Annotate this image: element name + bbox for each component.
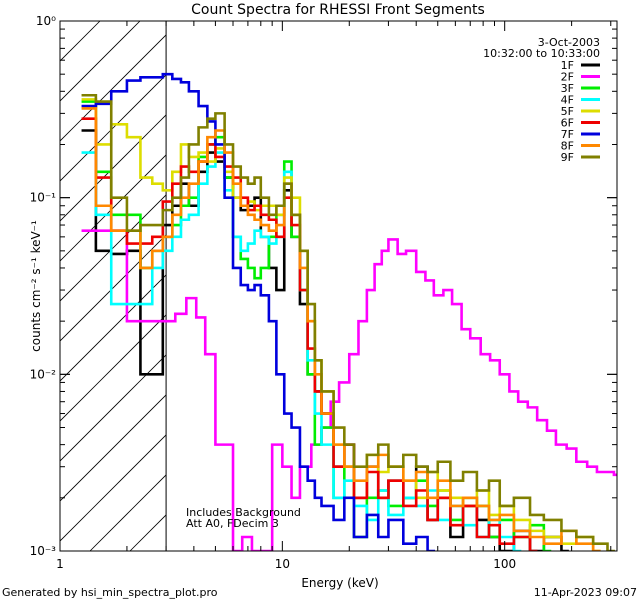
series-line-7F <box>81 72 436 551</box>
annotation-background: Includes Background <box>186 506 301 519</box>
footer-timestamp: 11-Apr-2023 09:07 <box>534 586 637 599</box>
legend-label-7F: 7F <box>561 128 574 141</box>
legend-label-8F: 8F <box>561 140 574 153</box>
legend-label-6F: 6F <box>561 117 574 130</box>
legend-label-9F: 9F <box>561 151 574 164</box>
hatch-line <box>60 74 167 182</box>
footer-generated-by: Generated by hsi_min_spectra_plot.pro <box>2 586 218 599</box>
hatch-line <box>60 194 167 302</box>
legend-label-3F: 3F <box>561 82 574 95</box>
x-tick-label: 100 <box>493 557 516 571</box>
hatch-line <box>60 394 167 502</box>
x-axis: 1 10 100 <box>56 21 612 571</box>
x-tick-label: 1 <box>56 557 64 571</box>
annotation-attenuator: Att A0, FDecim 3 <box>186 517 279 530</box>
hatch-line <box>60 274 167 382</box>
y-tick-label: 10⁰ <box>36 14 56 28</box>
hatch-line <box>60 314 167 422</box>
series-line-9F <box>81 93 615 551</box>
hatch-line <box>60 21 141 102</box>
y-tick-label: 10⁻³ <box>30 544 57 558</box>
legend: 3-Oct-2003 10:32:00 to 10:33:00 1F2F3F4F… <box>483 36 600 164</box>
x-axis-label: Energy (keV) <box>301 576 378 590</box>
hatch-line <box>60 434 167 542</box>
legend-label-5F: 5F <box>561 105 574 118</box>
series-layer <box>81 72 617 551</box>
legend-date: 3-Oct-2003 <box>538 36 600 49</box>
y-tick-label: 10⁻² <box>30 367 57 381</box>
legend-label-2F: 2F <box>561 71 574 84</box>
plot-frame <box>59 20 618 552</box>
legend-time-range: 10:32:00 to 10:33:00 <box>483 47 600 60</box>
y-axis: 10⁰ 10⁻¹ 10⁻² 10⁻³ <box>30 14 617 558</box>
legend-label-4F: 4F <box>561 94 574 107</box>
hatch-line <box>60 234 167 342</box>
series-line-8F <box>81 107 601 551</box>
legend-label-1F: 1F <box>561 59 574 72</box>
y-tick-label: 10⁻¹ <box>30 191 57 205</box>
chart-title: Count Spectra for RHESSI Front Segments <box>191 2 485 18</box>
series-line-1F <box>81 129 569 551</box>
annotations: Includes Background Att A0, FDecim 3 <box>186 506 301 530</box>
series-line-4F <box>81 151 522 551</box>
series-line-2F <box>81 229 617 551</box>
y-axis-label: counts cm⁻² s⁻¹ keV⁻¹ <box>29 220 43 352</box>
x-tick-label: 10 <box>275 557 290 571</box>
series-line-5F <box>81 98 601 551</box>
